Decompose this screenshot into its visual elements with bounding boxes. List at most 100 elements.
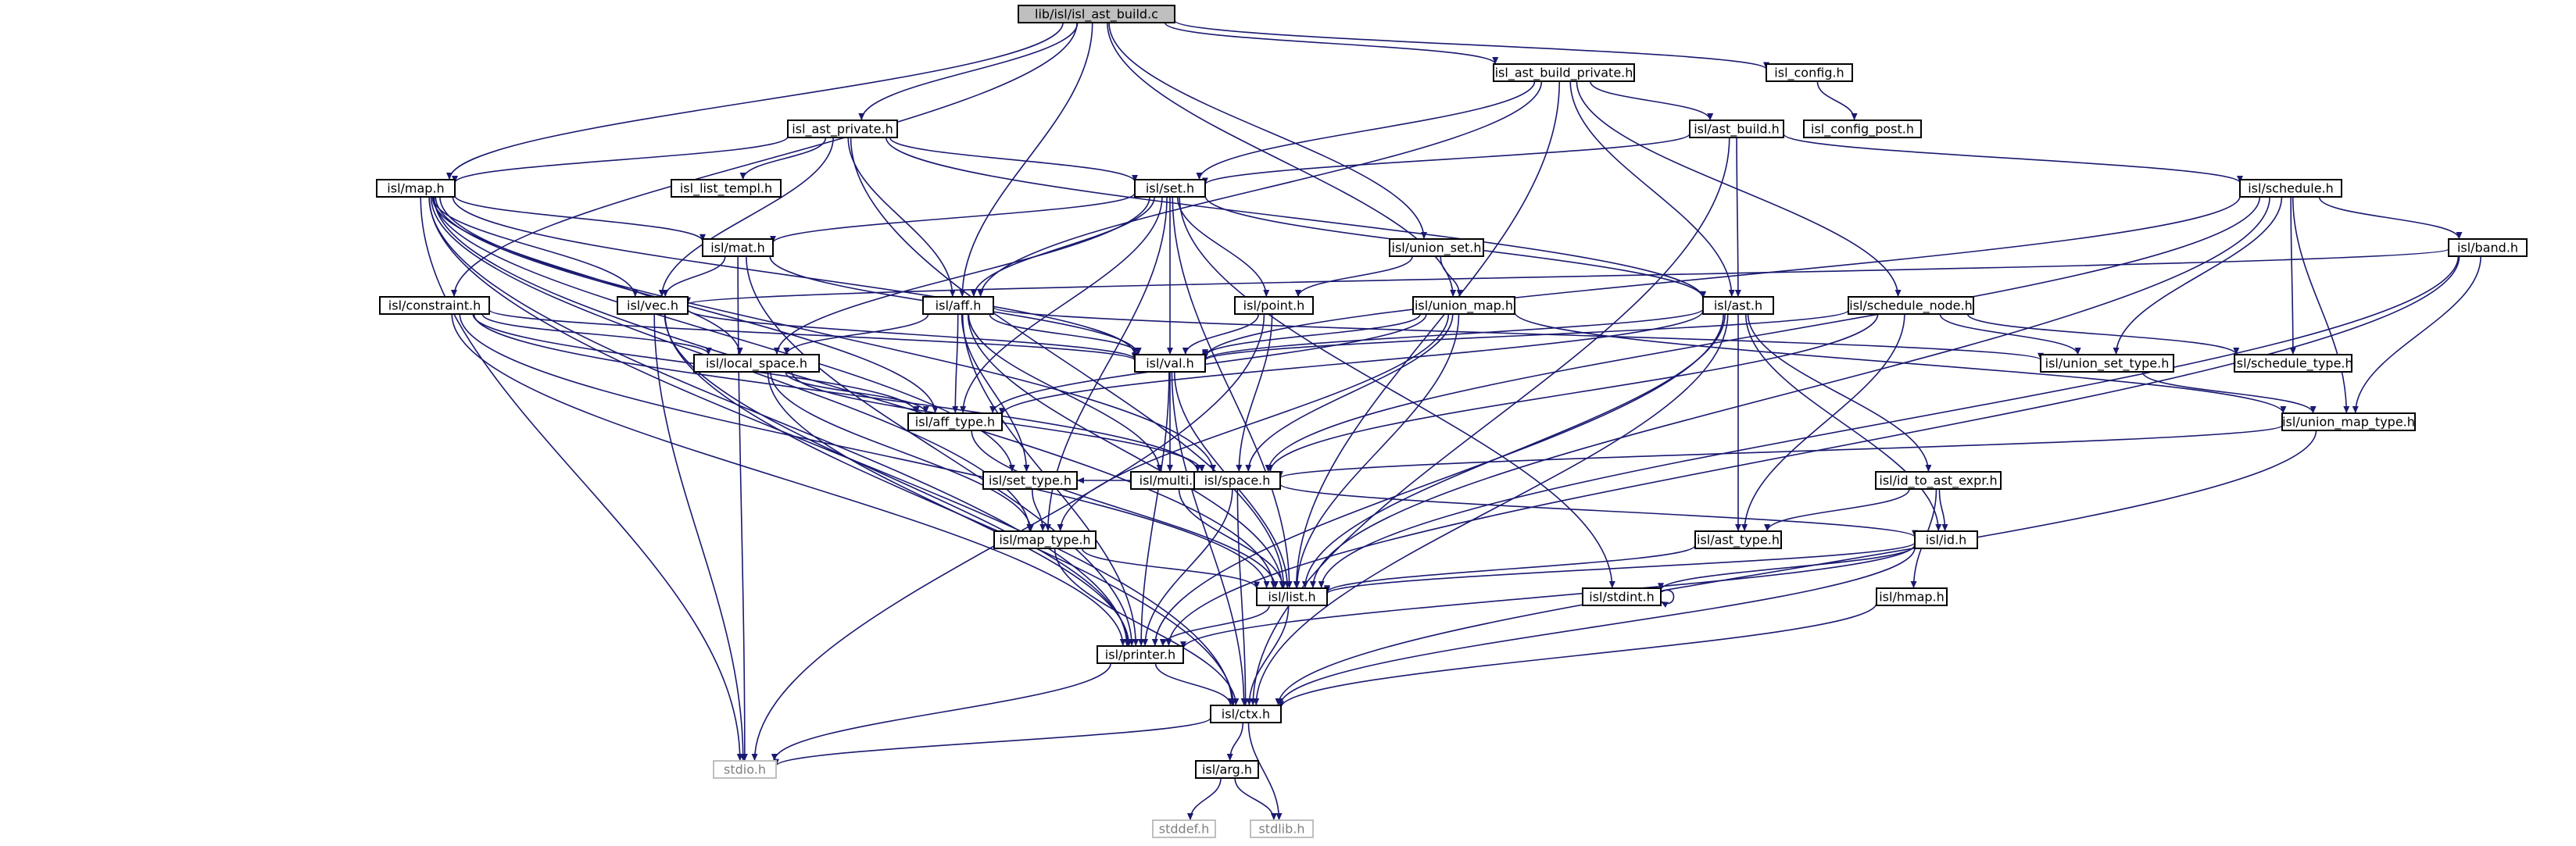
edge-ast-private-to-vec [658, 137, 834, 298]
edge-set-to-point [1176, 196, 1270, 298]
edge-schedule-node-to-schedule-type [1966, 313, 2240, 355]
node-label: isl/id_to_ast_expr.h [1879, 473, 1997, 489]
edge-constraint-to-local-space [481, 313, 712, 355]
node-schedule[interactable]: isl/schedule.h [2239, 179, 2342, 198]
edge-ast-build-private-to-list [1293, 80, 1561, 589]
node-hmap[interactable]: isl/hmap.h [1876, 587, 1948, 606]
edge-set-to-stdint [1179, 196, 1615, 589]
node-local-space[interactable]: isl/local_space.h [693, 354, 820, 373]
edge-id-to-ctx [1277, 547, 1916, 706]
node-stdint[interactable]: isl/stdint.h [1582, 587, 1662, 606]
edge-ast-to-val [1202, 308, 1704, 361]
edge-ast-private-to-set [889, 137, 1138, 183]
node-box [693, 354, 820, 373]
edge-union-map-to-union-map-type [1514, 312, 2287, 414]
node-id-to-ast-expr[interactable]: isl/id_to_ast_expr.h [1875, 471, 2002, 490]
node-map[interactable]: isl/map.h [376, 179, 456, 198]
node-box [1914, 530, 1978, 549]
node-root[interactable]: lib/isl/isl_ast_build.c [1018, 5, 1175, 23]
edge-aff-to-aff-type [952, 313, 959, 414]
edge-union-map-to-val [1202, 313, 1421, 357]
edge-ast-private-to-list [850, 137, 1287, 589]
node-config[interactable]: isl_config.h [1766, 63, 1853, 82]
node-space[interactable]: isl/space.h [1193, 471, 1281, 490]
edge-ast-to-ctx [1253, 313, 1729, 706]
edge-ast-private-to-map [452, 136, 789, 184]
node-box [2234, 354, 2352, 373]
edge-ast-to-printer [1151, 313, 1724, 647]
node-label: isl/ast.h [1714, 298, 1762, 313]
node-aff-type[interactable]: isl/aff_type.h [907, 412, 1003, 431]
edge-ast-to-aff-type [999, 310, 1704, 416]
edge-schedule-node-to-val [1202, 309, 1849, 362]
node-box [617, 296, 689, 315]
edge-band-to-vec [685, 248, 2449, 305]
edge-hmap-to-ctx [1278, 602, 1877, 709]
node-box [1234, 296, 1314, 315]
node-list-templ[interactable]: isl_list_templ.h [671, 179, 782, 198]
edge-vec-to-val [687, 309, 1138, 360]
edge-union-map-to-space [1245, 313, 1454, 473]
edge-mat-to-vec [662, 255, 726, 298]
node-box [1195, 760, 1259, 779]
node-box [1875, 471, 2002, 490]
node-ctx[interactable]: isl/ctx.h [1210, 705, 1282, 723]
node-set-type[interactable]: isl/set_type.h [982, 471, 1078, 490]
node-config-post[interactable]: isl_config_post.h [1803, 120, 1922, 138]
node-box [2239, 179, 2342, 198]
edge-constraint-to-printer [451, 313, 1126, 647]
node-band[interactable]: isl/band.h [2448, 238, 2528, 257]
edge-ast-to-id-to-ast-expr [1747, 313, 1932, 473]
edge-aff-to-multi [968, 313, 1163, 473]
edge-schedule-to-band [2318, 196, 2463, 240]
node-printer[interactable]: isl/printer.h [1097, 645, 1184, 664]
edge-constraint-to-space [473, 313, 1201, 473]
edge-schedule-to-val [1202, 196, 2241, 359]
node-ast-build[interactable]: isl/ast_build.h [1689, 120, 1784, 138]
edge-aff-to-union-set-type [993, 306, 2044, 361]
edge-ast-build-to-schedule [1783, 133, 2243, 184]
edge-id-to-list [1324, 541, 1916, 594]
node-union-set-type[interactable]: isl/union_set_type.h [2040, 354, 2174, 373]
node-label: isl/space.h [1204, 473, 1271, 488]
node-aff[interactable]: isl/aff.h [922, 296, 994, 315]
node-constraint[interactable]: isl/constraint.h [379, 296, 490, 315]
edge-aff-type-to-list [971, 430, 1279, 589]
node-point[interactable]: isl/point.h [1234, 296, 1314, 315]
edge-ast-build-private-to-set [1196, 80, 1536, 180]
node-ast-build-private[interactable]: isl_ast_build_private.h [1493, 63, 1635, 82]
node-box [1412, 296, 1515, 315]
node-mat[interactable]: isl/mat.h [702, 238, 774, 257]
edge-multi-to-list [1178, 488, 1286, 589]
node-box [2040, 354, 2174, 373]
node-list[interactable]: isl/list.h [1256, 587, 1328, 606]
edge-root-to-map [446, 22, 1064, 180]
edge-map-to-mat [454, 195, 706, 242]
node-label: isl/aff.h [936, 298, 982, 313]
node-map-type[interactable]: isl/map_type.h [993, 530, 1097, 549]
node-set[interactable]: isl/set.h [1134, 179, 1206, 198]
edge-printer-to-ctx [1154, 662, 1234, 706]
node-label: isl/printer.h [1105, 648, 1175, 662]
node-box [713, 760, 777, 779]
node-id[interactable]: isl/id.h [1914, 530, 1978, 549]
node-schedule-type[interactable]: isl/schedule_type.h [2233, 354, 2353, 373]
node-label: isl/schedule.h [2248, 181, 2334, 196]
node-label: isl/val.h [1146, 356, 1194, 371]
node-ast-private[interactable]: isl_ast_private.h [787, 120, 898, 138]
node-vec[interactable]: isl/vec.h [617, 296, 689, 315]
node-label: isl/schedule_type.h [2233, 356, 2352, 372]
edge-space-to-ctx [1236, 488, 1249, 706]
node-arg[interactable]: isl/arg.h [1195, 760, 1259, 779]
node-ast-type[interactable]: isl/ast_type.h [1694, 530, 1782, 549]
node-union-set[interactable]: isl/union_set.h [1389, 238, 1484, 257]
node-schedule-node[interactable]: isl/schedule_node.h [1848, 296, 1974, 315]
node-label: isl/band.h [2457, 241, 2518, 255]
node-ast[interactable]: isl/ast.h [1702, 296, 1774, 315]
edge-ast-private-to-list-templ [739, 137, 827, 180]
edge-map-to-stdio [420, 196, 743, 762]
node-box [1018, 5, 1175, 23]
node-union-map-type[interactable]: isl/union_map_type.h [2281, 412, 2416, 431]
node-val[interactable]: isl/val.h [1134, 354, 1206, 373]
node-union-map[interactable]: isl/union_map.h [1412, 296, 1515, 315]
